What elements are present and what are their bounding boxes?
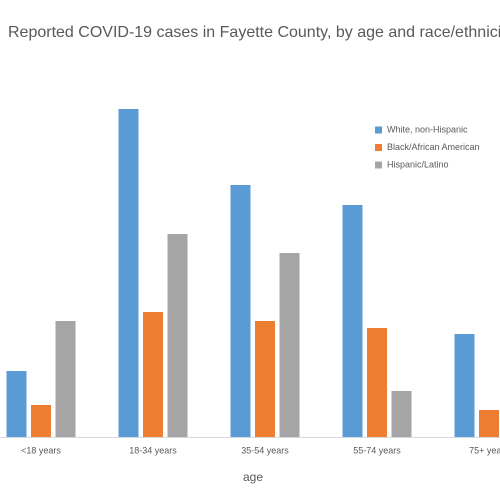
- legend-label: Black/African American: [387, 142, 480, 152]
- bar: [255, 321, 275, 437]
- bar: [279, 253, 300, 437]
- bar: [143, 312, 163, 437]
- bar: [167, 234, 188, 437]
- legend-label: Hispanic/Latino: [387, 159, 449, 169]
- bar: [6, 371, 27, 437]
- x-tick-label: 55-74 years: [353, 445, 401, 455]
- legend-swatch: [375, 144, 382, 151]
- x-tick-label: 75+ years: [469, 445, 500, 455]
- x-axis-title: age: [243, 470, 263, 484]
- bar: [342, 205, 363, 437]
- bar: [454, 334, 475, 437]
- bar: [391, 391, 412, 437]
- chart-title: Reported COVID-19 cases in Fayette Count…: [8, 24, 500, 41]
- x-tick-label: 35-54 years: [241, 445, 289, 455]
- bar: [31, 405, 51, 437]
- legend-swatch: [375, 126, 382, 134]
- legend-label: White, non-Hispanic: [387, 124, 468, 134]
- x-tick-label: <18 years: [21, 445, 61, 455]
- bar: [367, 328, 387, 437]
- bar: [118, 109, 139, 437]
- x-tick-label: 18-34 years: [129, 445, 177, 455]
- legend-swatch: [375, 161, 382, 169]
- bar: [230, 185, 251, 437]
- bar: [479, 410, 499, 437]
- bar: [55, 321, 76, 437]
